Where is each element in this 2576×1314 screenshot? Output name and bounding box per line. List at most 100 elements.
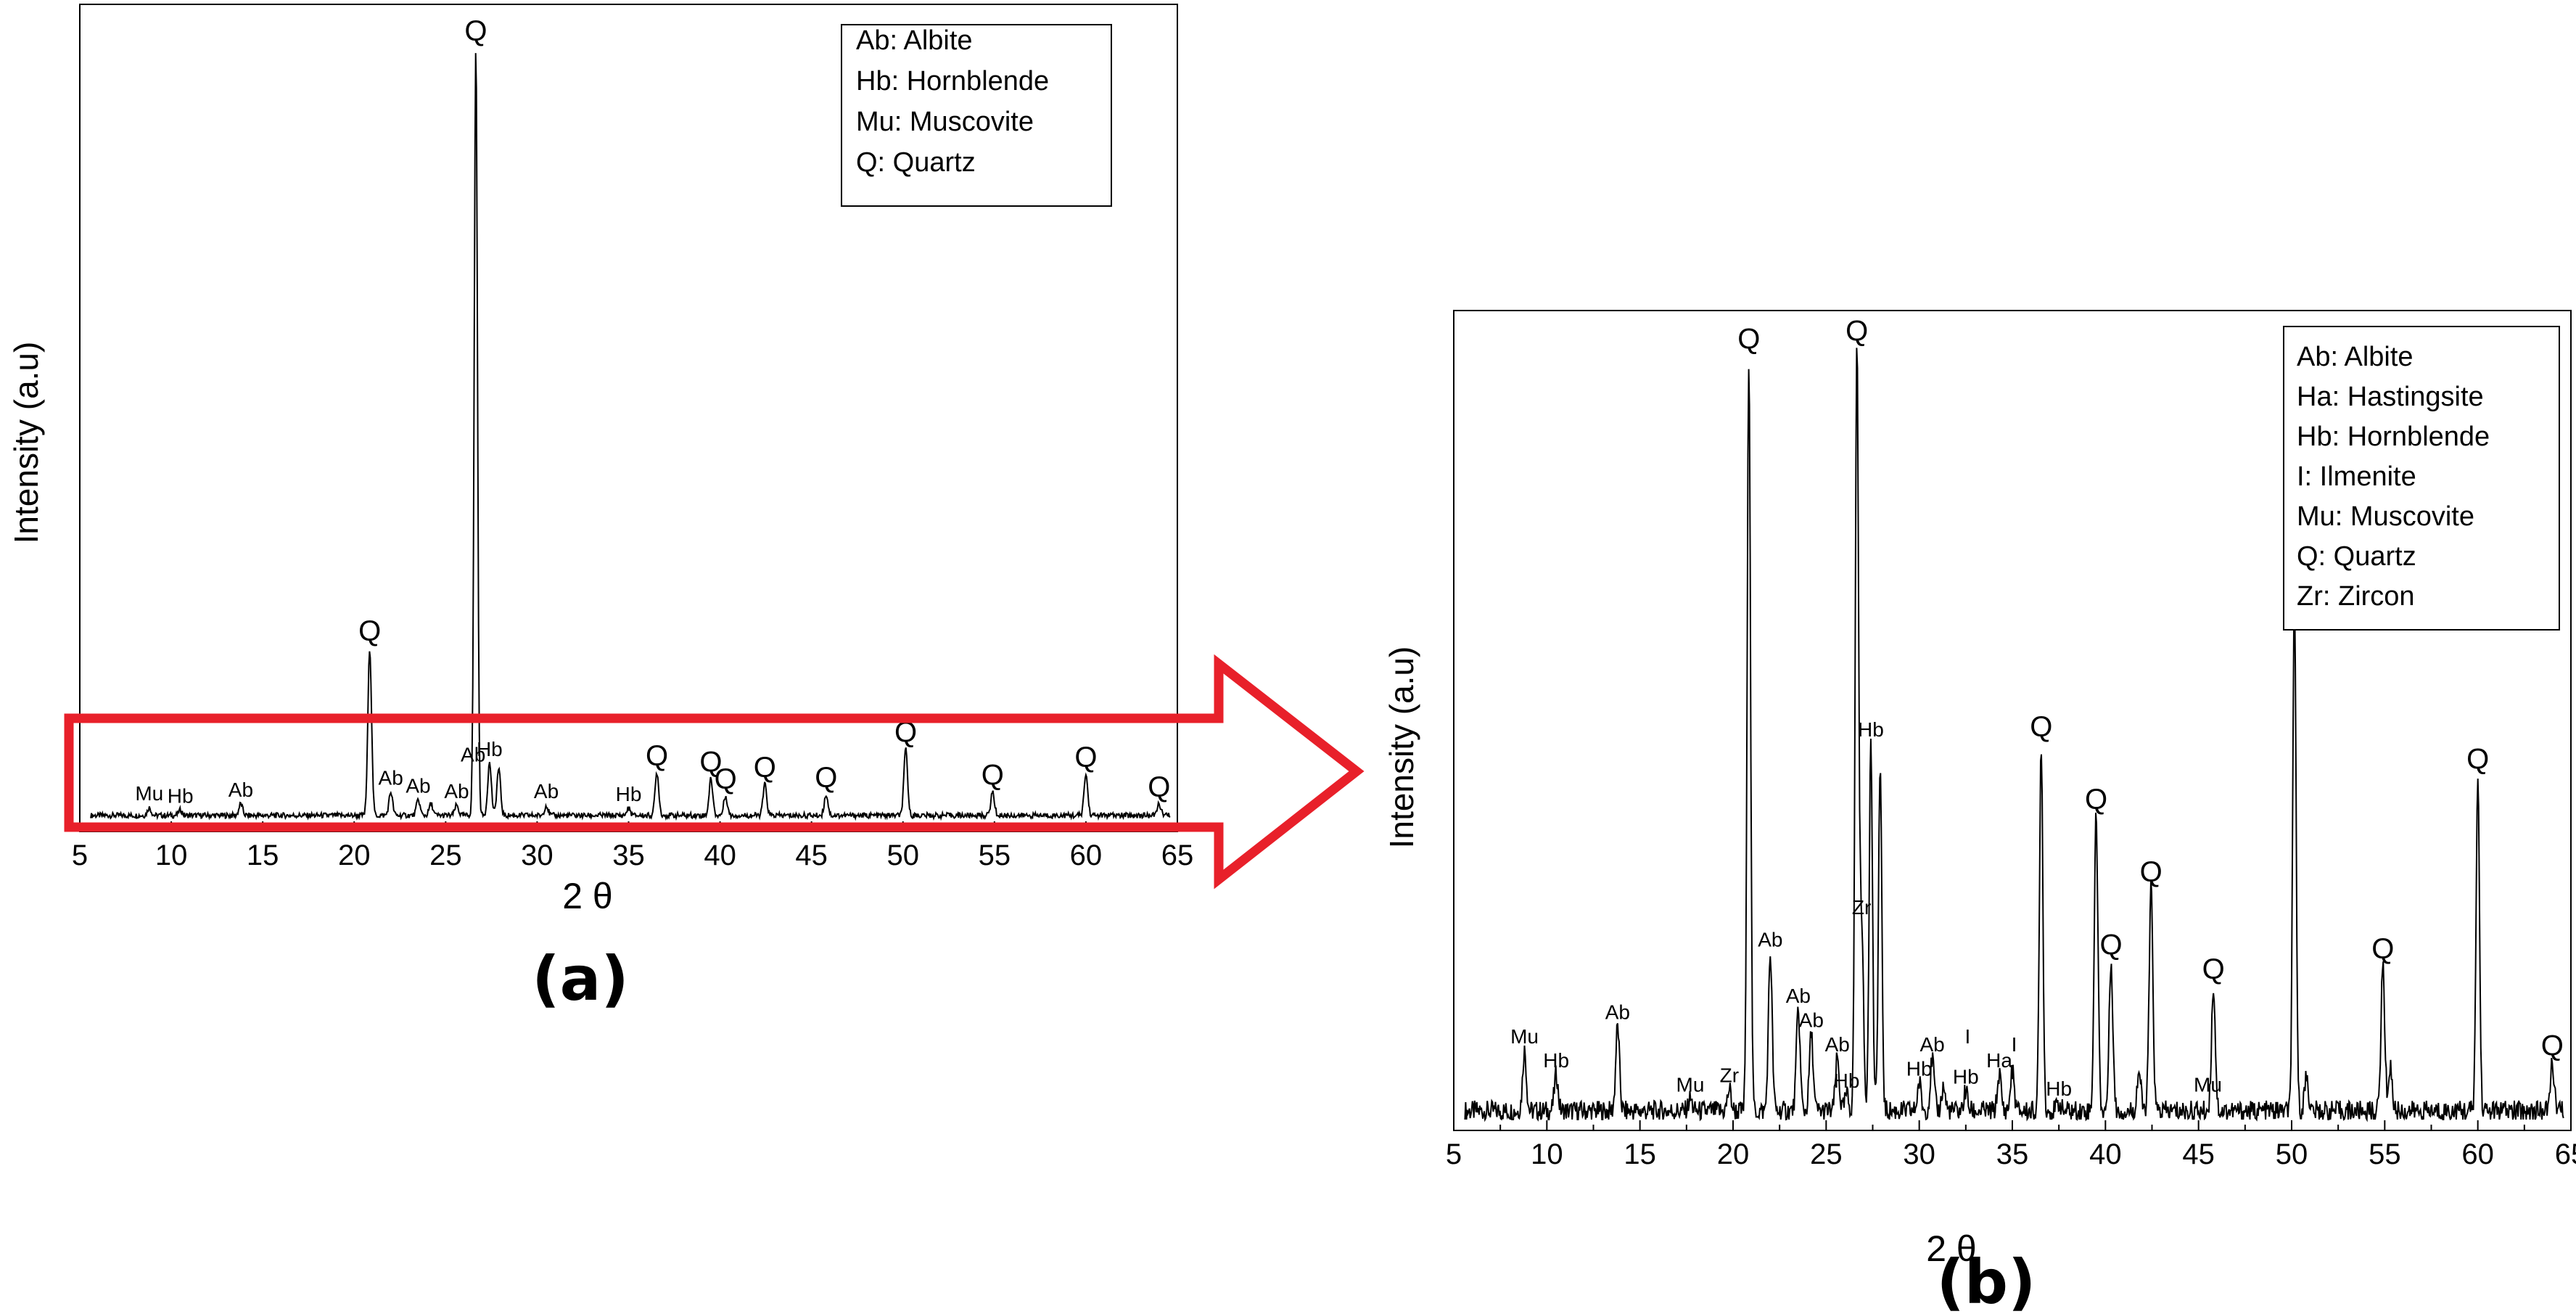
a-x-tick-label: 50 (887, 839, 920, 871)
b-peak-label: Mu (1510, 1025, 1539, 1048)
b-peak-label: Ab (1920, 1033, 1945, 1056)
b-legend-entry: I: Ilmenite (2297, 461, 2416, 492)
b-legend-entry: Q: Quartz (2297, 541, 2416, 572)
panel-a-label: (a) (532, 943, 628, 1014)
a-peak-label: Q (1148, 771, 1170, 803)
a-peak-label: Ab (444, 780, 469, 802)
b-legend-entry: Ab: Albite (2297, 342, 2414, 372)
b-peak-label: Q (1737, 324, 1760, 356)
a-legend-entry: Mu: Muscovite (856, 107, 1034, 137)
a-x-tick-label: 10 (155, 839, 188, 871)
b-peak-label: Q (2085, 784, 2107, 816)
b-peak-label: Hb (2046, 1077, 2072, 1100)
a-peak-label: Q (646, 740, 668, 772)
a-x-tick-label: 20 (338, 839, 371, 871)
a-x-tick-label: 30 (521, 839, 554, 871)
b-peak-label: Zr (1852, 896, 1871, 919)
b-peak-label: Q (2099, 929, 2122, 961)
b-peak-label: I (1965, 1025, 1971, 1048)
a-x-tick-label: 55 (979, 839, 1011, 871)
a-peak-label: Hb (168, 784, 194, 807)
a-peak-label: Q (815, 762, 837, 794)
a-peak-label: Q (358, 615, 381, 647)
b-peak-label: Hb (1906, 1057, 1933, 1080)
a-x-tick-label: 25 (429, 839, 462, 871)
a-peak-label: Mu (135, 782, 163, 805)
b-peak-label: Hb (1834, 1069, 1860, 1092)
a-peak-label: Ab (229, 779, 253, 801)
panel-a-y-axis-label: Intensity (a.u) (7, 342, 45, 544)
b-legend-entry: Hb: Hornblende (2297, 422, 2490, 452)
b-peak-label: Ha (1986, 1049, 2012, 1072)
b-x-tick-label: 10 (1531, 1138, 1563, 1170)
b-x-tick-label: 50 (2276, 1138, 2308, 1170)
b-peak-label: Q (2541, 1030, 2564, 1062)
panel-a-xrd-trace (90, 53, 1171, 821)
a-peak-label: Q (699, 746, 722, 778)
panel-b-x-axis: 5 10 15 20 25 30 35 40 45 50 55 60 65 (1446, 1120, 2576, 1170)
red-arrow (64, 654, 1365, 890)
a-x-tick-label: 15 (247, 839, 279, 871)
b-legend-entry: Zr: Zircon (2297, 581, 2415, 612)
b-peak-label: Ab (1605, 1001, 1630, 1023)
a-peak-label: Q (464, 15, 487, 47)
panel-a-x-axis-label: 2 θ (562, 876, 613, 916)
b-x-tick-label: 55 (2369, 1138, 2401, 1170)
b-peak-label: Hb (1953, 1065, 1979, 1088)
b-peak-label: Hb (1858, 718, 1884, 741)
b-x-tick-label: 40 (2089, 1138, 2122, 1170)
b-x-tick-label: 60 (2461, 1138, 2494, 1170)
b-peak-label: Q (2030, 711, 2052, 743)
b-peak-label: Q (1845, 316, 1868, 348)
a-peak-label: Q (754, 752, 776, 784)
b-peak-label: Q (2466, 743, 2489, 775)
panel-b-legend-box (2283, 326, 2560, 631)
a-x-tick-label: 5 (72, 839, 88, 871)
a-peak-label: Ab (379, 767, 403, 789)
panel-a-legend-box (841, 24, 1112, 207)
a-peak-label: Ab (406, 774, 430, 797)
b-peak-label: I (2012, 1033, 2017, 1056)
a-x-tick-label: 45 (795, 839, 828, 871)
a-x-tick-label: 35 (612, 839, 645, 871)
a-peak-label: Ab (534, 780, 559, 802)
a-peak-label: Q (1074, 742, 1097, 773)
a-peak-label: Hb (616, 783, 642, 805)
panel-b-legend: Ab: Albite Ha: Hastingsite Hb: Hornblende I… (2283, 326, 2560, 631)
a-x-tick-label: 60 (1070, 839, 1103, 871)
panel-b-label: (b) (1937, 1247, 2036, 1314)
b-peak-label: Mu (1676, 1074, 1705, 1096)
panel-a-legend: Ab: Albite Hb: Hornblende Mu: Muscovite Q: … (841, 24, 1112, 207)
a-peak-label: Q (982, 760, 1004, 792)
a-peak-label: Q (715, 763, 737, 795)
b-peak-label: Ab (1758, 928, 1782, 950)
b-peak-label: Mu (2194, 1074, 2222, 1096)
b-x-tick-label: 20 (1717, 1138, 1750, 1170)
b-peak-label: Q (2140, 856, 2163, 888)
panel-b-xrd-trace (1464, 348, 2564, 1122)
a-legend-entry: Hb: Hornblende (856, 66, 1049, 97)
b-x-tick-label: 25 (1810, 1138, 1843, 1170)
b-peak-label: Zr (1720, 1064, 1739, 1086)
b-peak-label: Ab (1786, 985, 1811, 1007)
b-peak-label: Ab (1825, 1033, 1850, 1056)
b-peak-label: Hb (1543, 1049, 1569, 1072)
a-peak-label: Hb (477, 738, 503, 760)
b-peak-label: Q (2202, 953, 2225, 985)
b-x-tick-label: 15 (1624, 1138, 1656, 1170)
b-legend-entry: Mu: Muscovite (2297, 501, 2474, 532)
panel-b-x-axis-label: 2 θ (1926, 1228, 1977, 1269)
a-legend-entry: Ab: Albite (856, 25, 973, 56)
b-peak-label: Q (2371, 933, 2394, 965)
b-x-tick-label: 30 (1903, 1138, 1935, 1170)
a-x-tick-label: 40 (704, 839, 736, 871)
panel-a-x-axis: 5 10 15 20 25 30 35 40 45 50 55 60 65 (72, 821, 1193, 871)
a-x-tick-label: 65 (1161, 839, 1194, 871)
panel-b-y-axis-label: Intensity (a.u) (1383, 646, 1420, 849)
b-x-tick-label: 35 (1996, 1138, 2029, 1170)
